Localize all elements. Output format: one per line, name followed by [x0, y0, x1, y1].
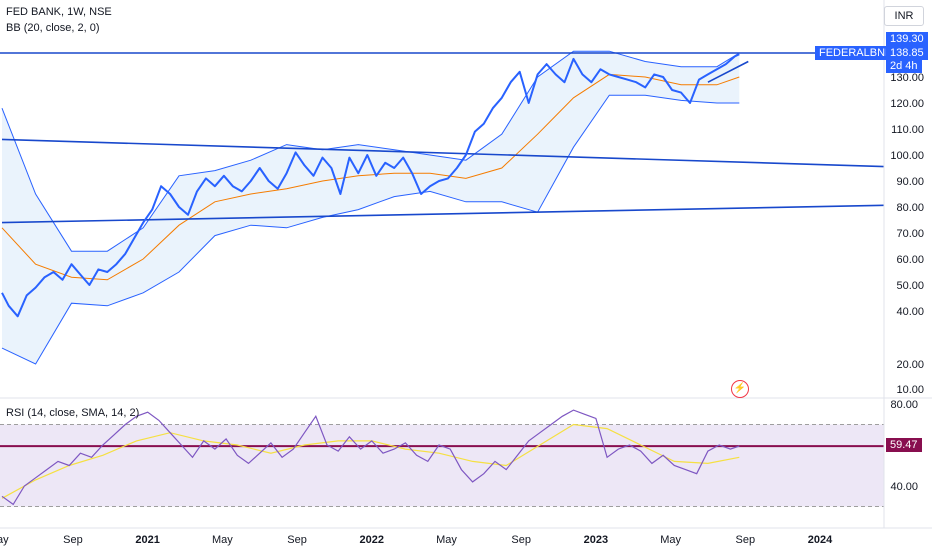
rsi-pane[interactable] [0, 397, 932, 507]
rsi-line [1, 409, 740, 506]
upper-band-badge: 139.30 [886, 32, 928, 46]
time-tick-label: 2024 [808, 534, 833, 546]
currency-button[interactable]: INR [884, 6, 924, 26]
price-tick-label: 80.00 [896, 202, 924, 214]
time-tick-label: May [212, 534, 233, 546]
bollinger-band-fill [2, 51, 740, 364]
time-tick-label: Sep [511, 534, 531, 546]
time-tick-label: May [660, 534, 681, 546]
flash-icon[interactable]: ⚡ [731, 380, 749, 398]
price-tick-label: 20.00 [896, 359, 924, 371]
price-tick-label: 110.00 [891, 124, 924, 136]
symbol-title: FED BANK, 1W, NSE [6, 6, 112, 18]
price-tick-label: 120.00 [890, 98, 924, 110]
price-tick-label: 10.00 [896, 384, 924, 396]
price-line [1, 53, 740, 318]
price-tick-label: 90.00 [896, 176, 924, 188]
price-pane[interactable] [0, 50, 885, 365]
time-tick-label: May [0, 534, 9, 546]
bollinger-lower-line [1, 94, 740, 365]
time-tick-label: 2021 [135, 534, 159, 546]
trendline-2 [1, 204, 885, 224]
rsi-value-badge: 59.47 [886, 438, 922, 452]
trendline-3 [707, 60, 749, 83]
price-tick-label: 100.00 [890, 150, 924, 162]
price-axis[interactable]: 10.00 20.00 40.00 50.00 60.00 70.00 80.00 90.00… [883, 0, 924, 528]
bb-legend: BB (20, close, 2, 0) [6, 22, 100, 34]
countdown-badge: 2d 4h [886, 59, 922, 73]
trendline-1 [1, 138, 885, 168]
rsi-tick-label: 80.00 [890, 399, 918, 411]
price-tick-label: 60.00 [896, 254, 924, 266]
ticker-badge: FEDERALBNK [815, 46, 897, 60]
rsi-legend: RSI (14, close, SMA, 14, 2) [6, 407, 140, 419]
time-tick-label: May [436, 534, 457, 546]
last-price-badge: 138.85 [886, 46, 928, 60]
bollinger-upper-line [1, 50, 740, 252]
time-tick-label: 2022 [360, 534, 384, 546]
rsi-axis[interactable]: 40.00 80.00 [890, 399, 918, 493]
time-tick-label: Sep [287, 534, 307, 546]
price-tick-label: 70.00 [896, 228, 924, 240]
time-tick-label: Sep [736, 534, 756, 546]
price-tick-label: 40.00 [896, 306, 924, 318]
rsi-tick-label: 40.00 [890, 481, 918, 493]
price-tick-label: 50.00 [896, 280, 924, 292]
price-tick-label: 130.00 [890, 72, 924, 84]
rsi-band-fill [0, 424, 884, 507]
time-tick-label: 2023 [584, 534, 608, 546]
time-axis[interactable]: May Sep 2021 May Sep 2022 May Sep 2023 May Sep 2024 [0, 527, 932, 546]
time-tick-label: Sep [63, 534, 83, 546]
